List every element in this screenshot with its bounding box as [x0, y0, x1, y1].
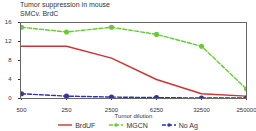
- svg-text:8: 8: [8, 57, 12, 63]
- svg-text:250000: 250000: [236, 107, 256, 113]
- html-text:SMCv. BrdC: SMCv. BrdC: [20, 10, 59, 17]
- svg-text:250: 250: [61, 107, 72, 113]
- svg-text:2500: 2500: [104, 106, 119, 113]
- svg-text:4: 4: [8, 76, 12, 82]
- svg-text:12: 12: [5, 38, 12, 44]
- svg-text:16: 16: [5, 19, 12, 25]
- html-text:MGCN: MGCN: [126, 121, 148, 129]
- html-text:BrdUF: BrdUF: [75, 121, 96, 129]
- html-text:No Ag: No Ag: [178, 121, 198, 129]
- svg-text:0: 0: [8, 95, 12, 101]
- svg-text:Tumor dilution: Tumor dilution: [115, 113, 153, 119]
- svg-text:32500: 32500: [193, 107, 210, 113]
- svg-text:500: 500: [16, 107, 27, 113]
- html-text:Tumor suppression in mouse: Tumor suppression in mouse: [20, 1, 110, 8]
- svg-text:6250: 6250: [149, 106, 164, 113]
